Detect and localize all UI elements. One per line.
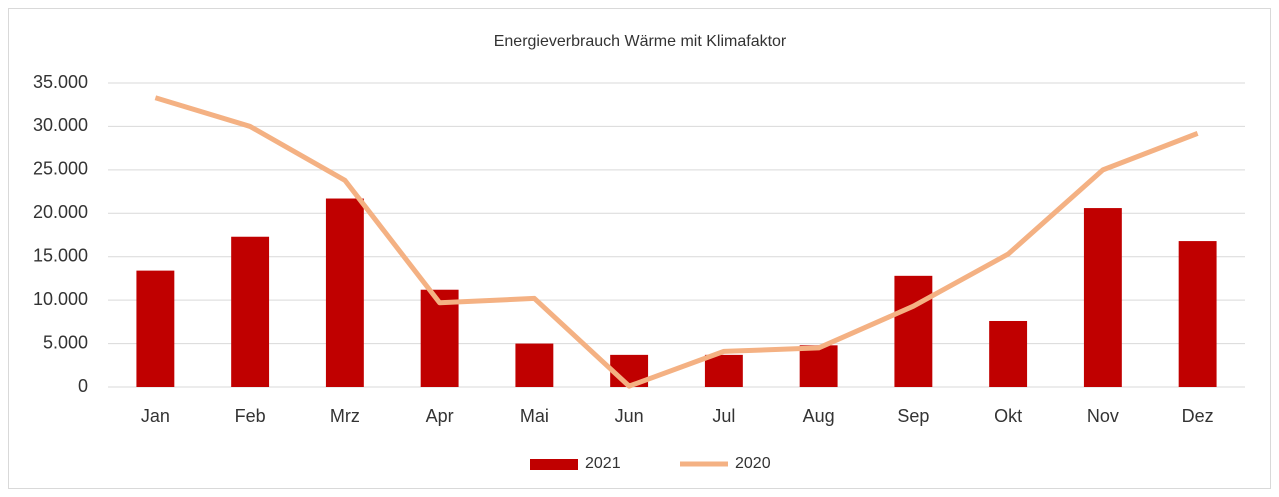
- x-tick-label: Apr: [426, 406, 454, 426]
- bar: [325, 198, 364, 387]
- x-tick-label: Jun: [615, 406, 644, 426]
- x-tick-label: Sep: [897, 406, 929, 426]
- y-tick-label: 20.000: [33, 202, 88, 222]
- x-tick-label: Okt: [994, 406, 1022, 426]
- x-tick-label: Mrz: [330, 406, 360, 426]
- y-tick-label: 35.000: [33, 72, 88, 92]
- chart-border: [8, 8, 1271, 489]
- line: [154, 95, 1199, 389]
- x-tick-label: Mai: [520, 406, 549, 426]
- x-tick-label: Aug: [803, 406, 835, 426]
- x-tick-label: Dez: [1182, 406, 1214, 426]
- y-tick-label: 25.000: [33, 159, 88, 179]
- x-tick-label: Jan: [141, 406, 170, 426]
- x-tick-label: Feb: [235, 406, 266, 426]
- bar: [1178, 241, 1217, 387]
- bar: [799, 345, 838, 387]
- y-tick-label: 5.000: [43, 332, 88, 352]
- legend-label: 2021: [585, 455, 621, 472]
- y-tick-label: 10.000: [33, 289, 88, 309]
- bar: [704, 354, 743, 387]
- x-tick-label: Jul: [712, 406, 735, 426]
- bar: [1083, 208, 1122, 387]
- x-tick-label: Nov: [1087, 406, 1119, 426]
- bar: [515, 343, 554, 387]
- bar: [894, 275, 933, 387]
- bar: [420, 289, 459, 387]
- y-tick-label: 0: [78, 376, 88, 396]
- bar: [989, 320, 1028, 387]
- legend-swatch: [530, 459, 578, 470]
- bar: [136, 270, 175, 387]
- bar: [231, 236, 270, 387]
- y-tick-label: 15.000: [33, 245, 88, 265]
- legend-label: 2020: [735, 455, 771, 472]
- y-tick-label: 30.000: [33, 115, 88, 135]
- chart-title: Energieverbrauch Wärme mit Klimafaktor: [494, 33, 787, 50]
